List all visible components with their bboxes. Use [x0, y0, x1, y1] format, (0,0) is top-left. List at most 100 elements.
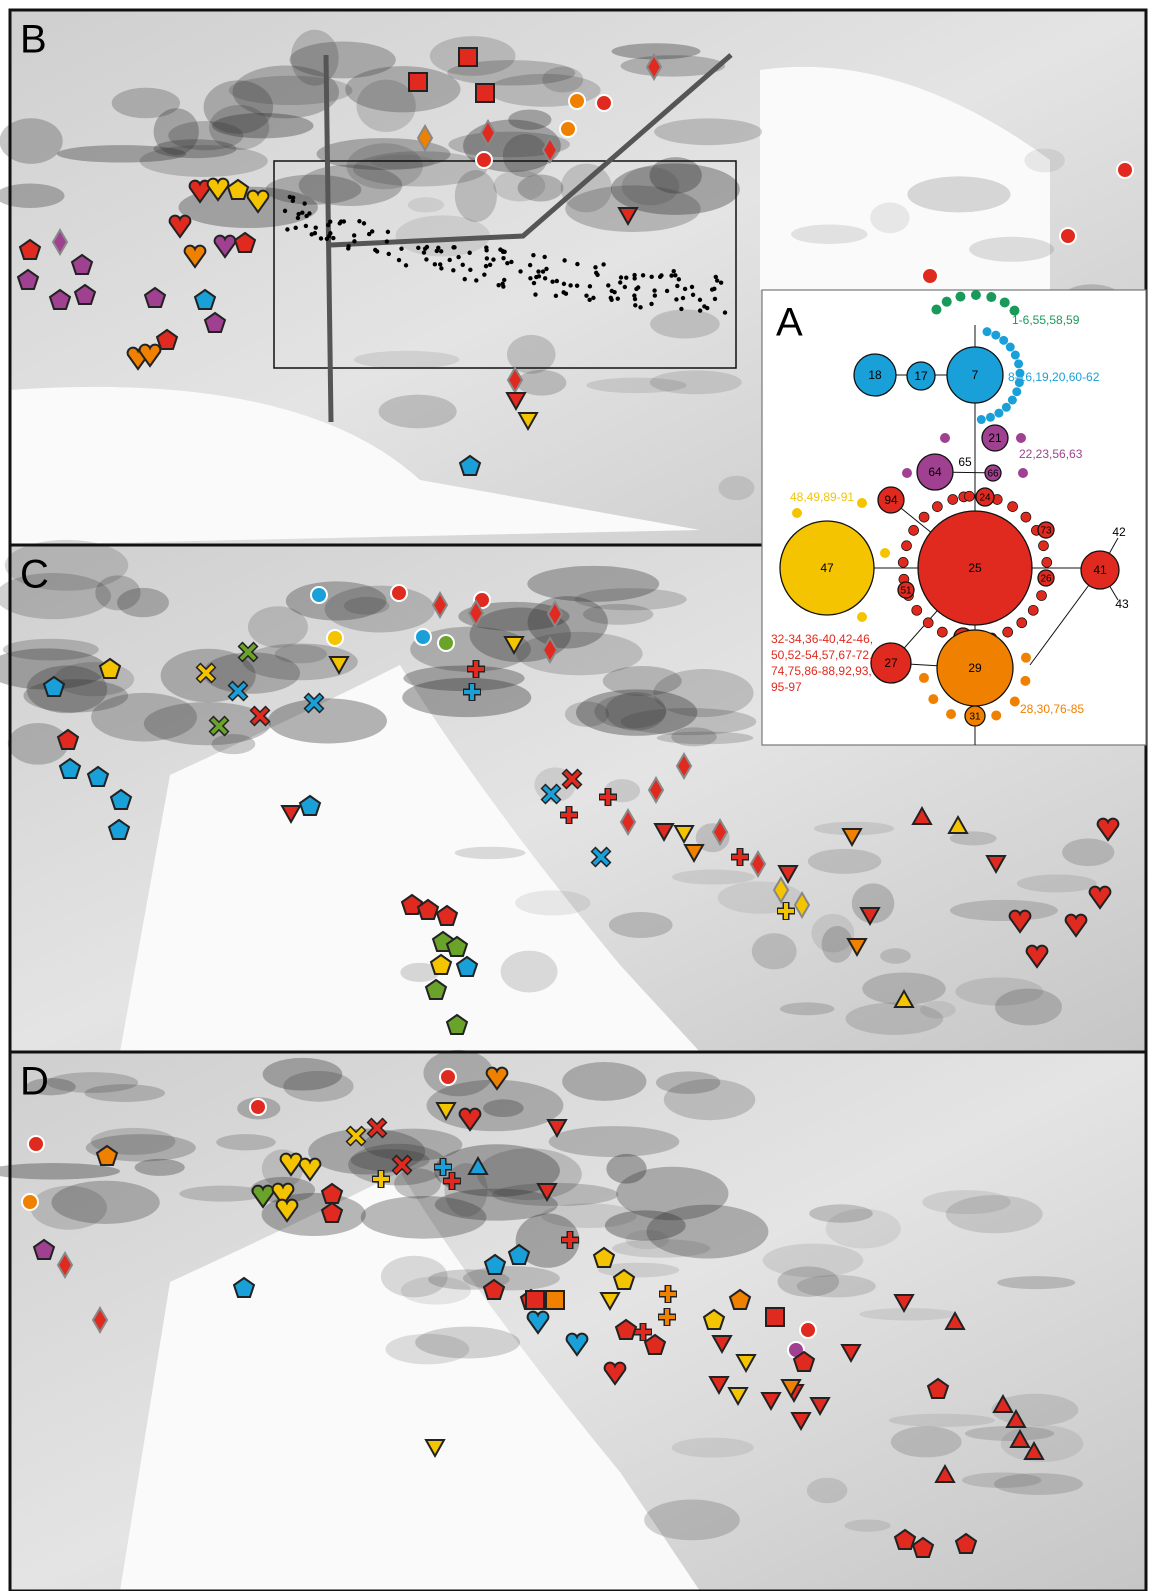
- locality-dot: [285, 227, 289, 231]
- locality-dot: [665, 289, 669, 293]
- haplotype-group: 1-6,55,58,59: [1012, 313, 1080, 327]
- relief: [54, 662, 134, 696]
- haplotype-small: [964, 491, 974, 501]
- locality-dot: [319, 236, 323, 240]
- locality-dot: [501, 250, 505, 254]
- marker-circle: [250, 1099, 266, 1115]
- node-label: 47: [820, 561, 834, 575]
- locality-dot: [594, 271, 598, 275]
- haplotype-small: [898, 557, 908, 567]
- locality-dot: [632, 293, 636, 297]
- locality-dot: [542, 255, 546, 259]
- locality-dot: [501, 256, 505, 260]
- locality-dot: [488, 263, 492, 267]
- locality-dot: [536, 269, 540, 273]
- relief: [95, 575, 140, 610]
- locality-dot: [346, 246, 350, 250]
- relief: [811, 914, 854, 953]
- relief: [154, 139, 237, 158]
- locality-dot: [714, 275, 718, 279]
- locality-dot: [683, 287, 687, 291]
- locality-dot: [575, 284, 579, 288]
- haplotype-small: [1020, 676, 1030, 686]
- marker-circle: [327, 630, 343, 646]
- node-label: 42: [1112, 525, 1126, 539]
- marker-circle: [1117, 162, 1133, 178]
- node-label: 24: [979, 493, 991, 504]
- relief: [583, 604, 653, 625]
- haplotype-group: 48,49,89-91: [790, 490, 854, 504]
- locality-dot: [591, 296, 595, 300]
- relief: [780, 1002, 835, 1015]
- locality-dot: [674, 297, 678, 301]
- relief: [587, 378, 687, 393]
- locality-dot: [433, 262, 437, 266]
- haplotype-small: [857, 498, 867, 508]
- locality-dot: [496, 283, 500, 287]
- relief: [763, 1243, 864, 1277]
- marker-circle: [922, 268, 938, 284]
- locality-dot: [543, 276, 547, 280]
- locality-dot: [502, 278, 506, 282]
- locality-dot: [675, 284, 679, 288]
- locality-dot: [302, 201, 306, 205]
- locality-dot: [416, 246, 420, 250]
- haplotype-small: [1018, 468, 1028, 478]
- node-label: 65: [958, 455, 972, 469]
- marker-circle: [1060, 228, 1076, 244]
- haplotype-small: [912, 605, 922, 615]
- locality-dot: [425, 245, 429, 249]
- haplotype-small: [1037, 591, 1047, 601]
- locality-dot: [367, 232, 371, 236]
- haplotype-small: [1021, 512, 1031, 522]
- relief: [408, 197, 444, 212]
- locality-dot: [587, 298, 591, 302]
- locality-dot: [691, 293, 695, 297]
- relief: [415, 1327, 520, 1359]
- marker-circle: [391, 585, 407, 601]
- relief: [859, 1308, 957, 1320]
- locality-dot: [575, 262, 579, 266]
- relief: [262, 1193, 366, 1236]
- locality-dot: [618, 280, 622, 284]
- locality-dot: [679, 307, 683, 311]
- haplotype-small: [1021, 653, 1031, 663]
- locality-dot: [698, 298, 702, 302]
- locality-dot: [518, 269, 522, 273]
- locality-dot: [584, 293, 588, 297]
- haplotype-small: [923, 618, 933, 628]
- haplotype-small: [1006, 343, 1015, 352]
- haplotype-small: [1017, 618, 1027, 628]
- locality-dot: [386, 230, 390, 234]
- relief: [609, 912, 673, 938]
- locality-dot: [619, 275, 623, 279]
- relief: [1062, 838, 1114, 866]
- locality-dot: [544, 267, 548, 271]
- relief: [1024, 148, 1065, 172]
- locality-dot: [532, 281, 536, 285]
- locality-dot: [554, 294, 558, 298]
- locality-dot: [653, 293, 657, 297]
- locality-dot: [677, 277, 681, 281]
- relief: [508, 109, 551, 129]
- locality-dot: [632, 276, 636, 280]
- relief: [135, 1159, 185, 1176]
- locality-dot: [561, 290, 565, 294]
- locality-dot: [672, 269, 676, 273]
- marker-square: [526, 1291, 544, 1309]
- haplotype-small: [1010, 696, 1020, 706]
- haplotype-small: [991, 710, 1001, 720]
- locality-dot: [593, 265, 597, 269]
- haplotype-small: [1003, 627, 1013, 637]
- haplotype-small: [1016, 433, 1026, 443]
- locality-dot: [638, 305, 642, 309]
- node-label: 41: [1093, 563, 1107, 577]
- locality-dot: [435, 249, 439, 253]
- relief: [612, 1239, 710, 1258]
- haplotype-small: [942, 297, 952, 307]
- haplotype-small: [946, 709, 956, 719]
- locality-dot: [634, 287, 638, 291]
- haplotype-small: [986, 413, 995, 422]
- haplotype-small: [1000, 297, 1010, 307]
- locality-dot: [291, 199, 295, 203]
